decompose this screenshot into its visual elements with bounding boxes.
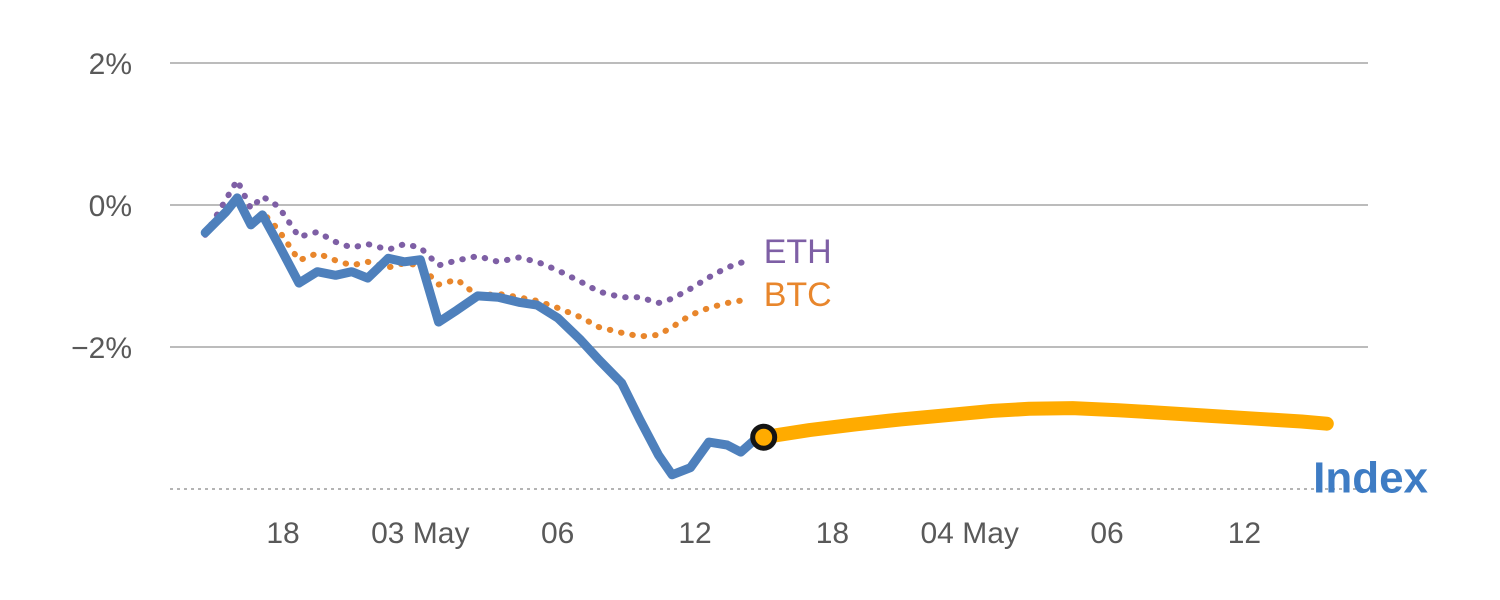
y-tick-label: −2% xyxy=(71,332,132,365)
current-point-marker[interactable] xyxy=(750,423,778,451)
x-tick-label: 03 May xyxy=(371,517,469,550)
series-index-projection-line xyxy=(756,401,1334,445)
series-eth-line xyxy=(202,177,751,306)
series-label-eth: ETH xyxy=(764,233,832,271)
x-tick-label: 04 May xyxy=(921,517,1019,550)
series-btc-line xyxy=(202,194,751,340)
y-tick-label: 2% xyxy=(89,48,132,81)
x-tick-label: 18 xyxy=(266,517,299,550)
y-tick-label: 0% xyxy=(89,190,132,223)
series-label-btc: BTC xyxy=(764,276,832,314)
series-index-line xyxy=(200,193,769,480)
x-tick-label: 18 xyxy=(816,517,849,550)
x-tick-label: 06 xyxy=(1090,517,1123,550)
x-tick-label: 06 xyxy=(541,517,574,550)
series-label-index: Index xyxy=(1313,454,1428,503)
x-tick-label: 12 xyxy=(678,517,711,550)
x-tick-label: 12 xyxy=(1228,517,1261,550)
